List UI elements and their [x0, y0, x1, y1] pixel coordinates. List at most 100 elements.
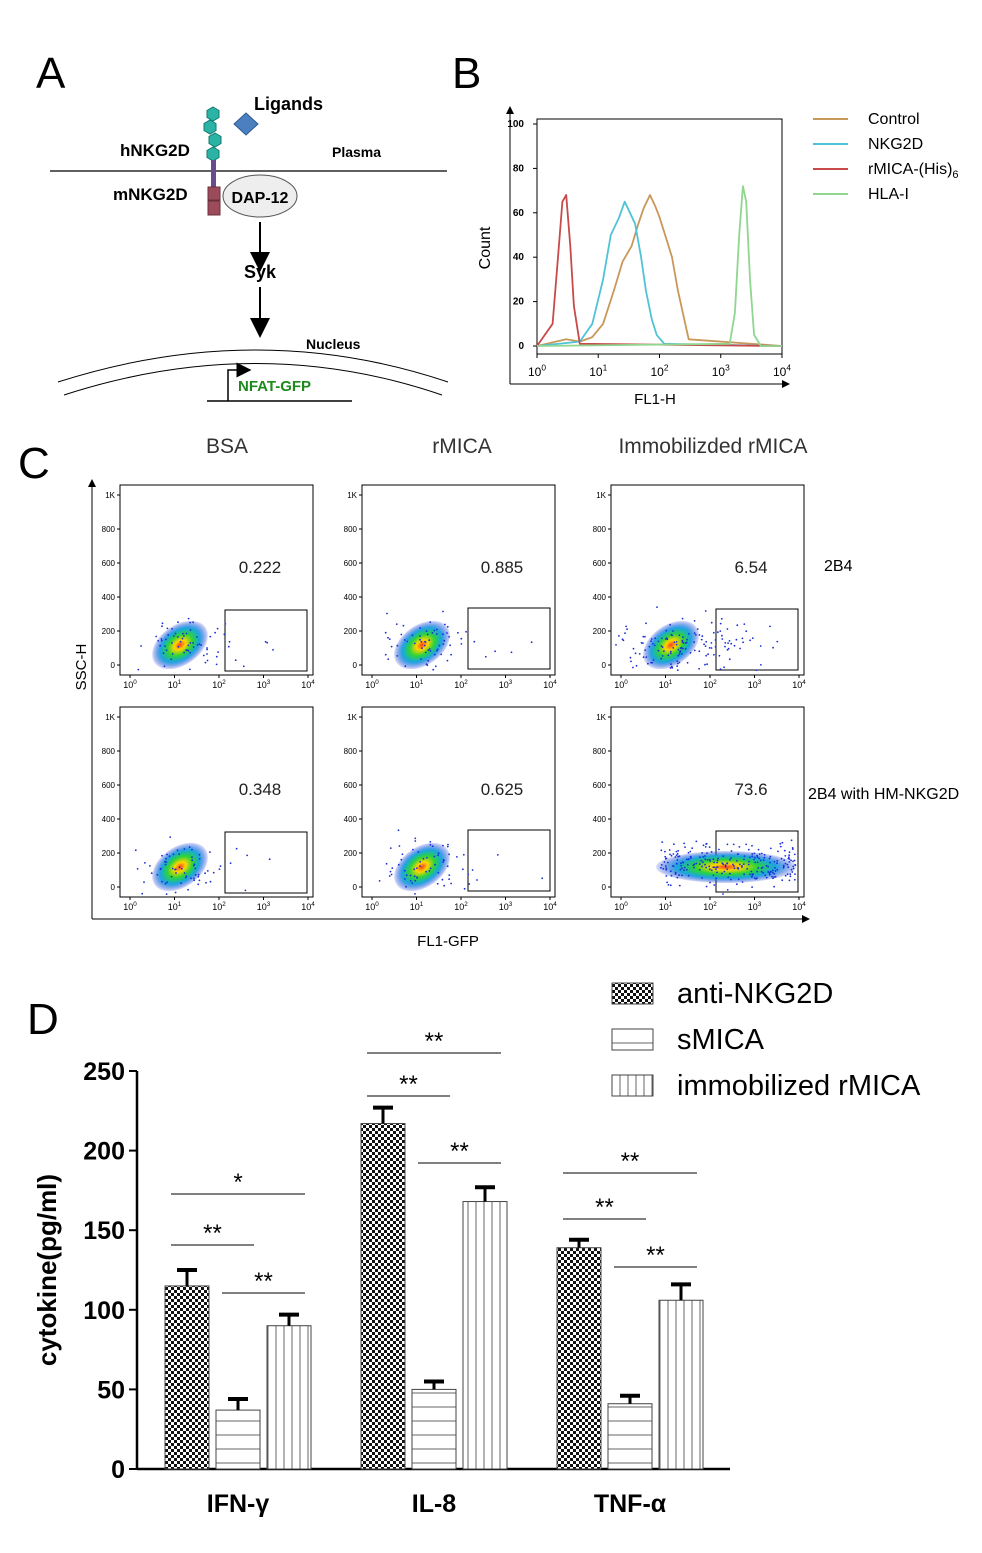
- flow-y-tick-label: 0: [111, 883, 116, 892]
- flow-event-dot: [634, 652, 637, 655]
- flow-event-dot: [192, 864, 195, 867]
- flow-event-dot: [747, 848, 750, 851]
- flow-event-dot: [679, 868, 682, 871]
- flow-event-dot: [783, 849, 786, 852]
- flow-event-dot: [726, 862, 728, 865]
- flow-event-dot: [414, 840, 417, 842]
- flow-event-dot: [194, 867, 197, 870]
- flow-event-dot: [510, 651, 513, 654]
- flow-event-dot: [669, 623, 671, 626]
- bar: [411, 1388, 457, 1470]
- flow-event-dot: [165, 638, 167, 641]
- flow-event-dot: [664, 855, 667, 858]
- flow-plot-frame: [361, 484, 556, 676]
- flow-event-dot: [268, 858, 271, 861]
- flow-event-dot: [378, 880, 381, 882]
- flow-event-dot: [704, 645, 707, 647]
- flow-event-dot: [698, 634, 701, 636]
- flow-y-tick-label: 600: [593, 559, 607, 568]
- flow-event-dot: [722, 863, 725, 866]
- flow-event-dot: [790, 868, 793, 871]
- flow-event-dot: [769, 847, 772, 850]
- flow-event-dot: [427, 649, 430, 652]
- flow-event-dot: [174, 868, 176, 871]
- flow-event-dot: [723, 666, 725, 669]
- flow-event-dot: [665, 868, 668, 871]
- flow-event-dot: [676, 660, 679, 663]
- flow-event-dot: [181, 867, 183, 870]
- flow-x-tick-label: 103: [257, 901, 271, 912]
- flow-event-dot: [242, 665, 245, 668]
- flow-event-dot: [737, 878, 740, 881]
- flow-event-dot: [783, 859, 786, 862]
- flow-event-dot: [411, 882, 414, 884]
- flow-event-dot: [723, 870, 726, 873]
- significance-marker: **: [595, 1194, 614, 1221]
- flow-event-dot: [705, 640, 708, 643]
- flow-event-dot: [272, 649, 274, 651]
- flow-event-dot: [794, 863, 796, 866]
- flow-event-dot: [484, 655, 487, 658]
- flow-event-dot: [728, 640, 731, 642]
- flow-event-dot: [661, 841, 664, 843]
- flow-event-dot: [227, 645, 230, 648]
- flow-event-dot: [629, 656, 632, 659]
- flow-event-dot: [726, 628, 729, 630]
- flow-event-dot: [388, 638, 391, 640]
- flow-event-dot: [706, 858, 709, 861]
- flow-event-dot: [446, 865, 449, 868]
- flow-event-dot: [763, 853, 766, 856]
- flow-event-dot: [709, 860, 711, 862]
- flow-event-dot: [446, 659, 449, 662]
- flow-event-dot: [433, 855, 436, 858]
- flow-event-dot: [667, 861, 669, 864]
- flow-event-dot: [155, 635, 158, 638]
- flow-event-dot: [700, 638, 703, 641]
- flow-x-tick-label: 101: [659, 901, 673, 912]
- flow-event-dot: [665, 629, 668, 632]
- flow-event-dot: [149, 865, 151, 867]
- flow-event-dot: [174, 632, 177, 635]
- flow-event-dot: [782, 866, 785, 869]
- flow-event-dot: [170, 875, 173, 878]
- flow-event-dot: [223, 633, 226, 636]
- histogram-curve: [536, 200, 783, 347]
- flow-event-dot: [790, 839, 793, 842]
- flow-event-dot: [670, 633, 673, 636]
- flow-event-dot: [687, 851, 690, 854]
- flow-x-tick-label: 103: [499, 901, 513, 912]
- flow-event-dot: [751, 844, 753, 847]
- flow-event-dot: [164, 863, 167, 866]
- dap12-ellipse: [222, 174, 298, 218]
- flow-event-dot: [751, 853, 754, 855]
- flow-event-dot: [435, 633, 438, 635]
- flow-event-dot: [161, 880, 163, 883]
- flow-event-dot: [687, 858, 690, 861]
- flow-density-cloud: [394, 842, 450, 892]
- flow-event-dot: [727, 642, 729, 644]
- flow-event-dot: [188, 846, 191, 849]
- flow-event-dot: [741, 637, 744, 640]
- flow-y-tick-label: 1K: [347, 491, 357, 500]
- flow-event-dot: [137, 668, 140, 671]
- mnkg2d-label: mNKG2D: [113, 185, 188, 204]
- flow-event-dot: [721, 872, 723, 875]
- bar-y-axis-label: cytokine(pg/ml): [32, 1174, 62, 1366]
- flow-event-dot: [668, 849, 671, 851]
- flow-event-dot: [774, 867, 776, 869]
- flow-event-dot: [419, 865, 421, 867]
- flow-event-dot: [768, 857, 771, 860]
- flow-event-dot: [695, 840, 698, 843]
- flow-event-dot: [717, 631, 719, 634]
- flow-event-dot: [446, 625, 449, 628]
- flow-event-dot: [413, 875, 416, 878]
- flow-event-dot: [420, 658, 422, 660]
- flow-event-dot: [419, 627, 421, 629]
- flow-event-dot: [709, 881, 711, 884]
- histogram-y-tick-label: 80: [513, 163, 525, 174]
- flow-event-dot: [728, 658, 731, 661]
- flow-y-tick-label: 200: [102, 849, 116, 858]
- flow-event-dot: [739, 863, 741, 866]
- flow-event-dot: [212, 871, 215, 874]
- flow-event-dot: [200, 644, 203, 646]
